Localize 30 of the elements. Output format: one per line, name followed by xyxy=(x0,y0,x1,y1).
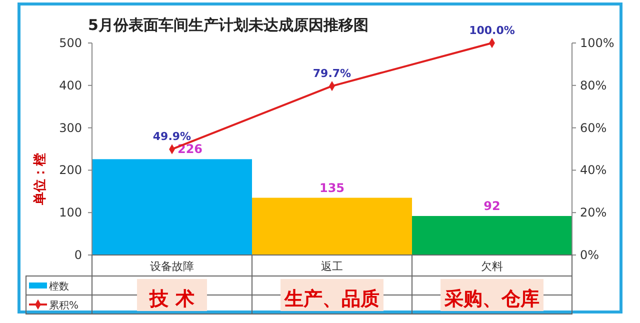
y2-tick-label: 20% xyxy=(580,206,607,220)
text: 技 术 xyxy=(148,288,194,310)
x-tick-label: 返工 xyxy=(321,260,343,273)
bar xyxy=(92,159,252,255)
legend-label: 累积% xyxy=(49,300,79,312)
data-label: 92 xyxy=(484,198,500,213)
y-tick-label: 0 xyxy=(74,248,82,262)
data-label: 79.7% xyxy=(312,67,352,80)
y-tick-label: 400 xyxy=(59,78,82,92)
y2-tick-label: 0% xyxy=(580,248,600,262)
text: 生产、品质 xyxy=(284,288,380,310)
data-label: 49.9% xyxy=(152,130,192,144)
bar xyxy=(412,216,572,255)
x-tick-label: 设备故障 xyxy=(150,260,194,273)
data-label: 100.0% xyxy=(469,24,515,37)
bar xyxy=(252,198,412,255)
y2-tick-label: 80% xyxy=(580,78,607,92)
data-label: 135 xyxy=(319,180,345,195)
y-tick-label: 500 xyxy=(59,36,82,50)
y-tick-label: 100 xyxy=(59,206,82,220)
x-tick-label: 欠料 xyxy=(481,260,503,273)
text: 采购、仓库 xyxy=(444,288,540,310)
y-tick-label: 300 xyxy=(59,120,82,135)
y2-tick-label: 100% xyxy=(580,36,614,50)
y-tick-label: 200 xyxy=(59,163,82,178)
chart-title: 5月份表面车间生产计划未达成原因推移图 xyxy=(88,16,368,34)
y2-tick-label: 40% xyxy=(580,163,607,178)
y2-tick-label: 60% xyxy=(580,120,607,135)
legend-label: 樘数 xyxy=(49,280,69,292)
y-axis-title: 单位：樘 xyxy=(32,153,48,206)
